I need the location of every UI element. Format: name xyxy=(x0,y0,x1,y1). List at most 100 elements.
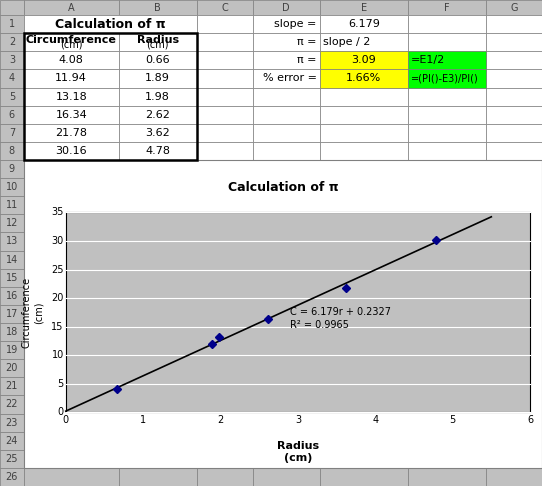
Bar xyxy=(320,287,408,305)
Bar xyxy=(119,414,197,432)
Text: 3: 3 xyxy=(9,55,15,66)
Bar xyxy=(253,105,320,124)
Bar xyxy=(253,232,320,251)
Bar xyxy=(253,305,320,323)
Bar xyxy=(320,52,408,69)
Text: 5: 5 xyxy=(449,416,456,425)
Bar xyxy=(408,214,486,232)
Bar xyxy=(320,142,408,160)
Text: π =: π = xyxy=(297,37,317,47)
Bar xyxy=(119,87,197,105)
Text: 16: 16 xyxy=(6,291,18,301)
Bar xyxy=(24,287,119,305)
Text: 13.18: 13.18 xyxy=(55,91,87,102)
Bar xyxy=(253,450,320,468)
Bar xyxy=(119,377,197,396)
Bar xyxy=(119,450,197,468)
Text: F: F xyxy=(444,2,450,13)
Bar xyxy=(408,87,486,105)
Bar xyxy=(197,196,253,214)
Bar xyxy=(24,52,119,69)
Bar xyxy=(408,105,486,124)
Bar xyxy=(24,341,119,359)
Bar xyxy=(486,287,542,305)
Text: 9: 9 xyxy=(9,164,15,174)
Bar xyxy=(486,214,542,232)
Bar xyxy=(0,377,24,396)
Bar xyxy=(24,142,119,160)
Bar xyxy=(24,160,119,178)
Text: 15: 15 xyxy=(51,322,64,331)
Bar xyxy=(320,414,408,432)
Bar xyxy=(320,468,408,486)
Bar xyxy=(486,160,542,178)
Bar xyxy=(0,33,24,52)
Bar xyxy=(320,432,408,450)
Text: 4: 4 xyxy=(9,73,15,84)
Text: 5: 5 xyxy=(9,91,15,102)
Bar xyxy=(24,160,542,468)
Bar xyxy=(408,251,486,269)
Bar xyxy=(197,432,253,450)
Bar xyxy=(24,359,119,377)
Bar xyxy=(197,341,253,359)
Bar xyxy=(408,323,486,341)
Bar xyxy=(486,396,542,414)
Bar xyxy=(119,287,197,305)
Bar xyxy=(320,160,408,178)
Text: 3.62: 3.62 xyxy=(145,128,170,138)
Text: 1.98: 1.98 xyxy=(145,91,170,102)
Text: 10: 10 xyxy=(51,350,64,360)
Bar xyxy=(320,0,408,15)
Bar xyxy=(24,87,119,105)
Text: R² = 0.9965: R² = 0.9965 xyxy=(290,320,349,330)
Text: 16.34: 16.34 xyxy=(55,110,87,120)
Bar xyxy=(253,323,320,341)
Bar xyxy=(0,341,24,359)
Text: 23: 23 xyxy=(5,417,18,428)
Bar xyxy=(486,15,542,33)
Bar xyxy=(24,214,119,232)
Text: 25: 25 xyxy=(5,454,18,464)
Bar xyxy=(486,87,542,105)
Bar xyxy=(197,0,253,15)
Text: 8: 8 xyxy=(9,146,15,156)
Bar xyxy=(408,287,486,305)
Text: (cm): (cm) xyxy=(60,39,82,49)
Bar xyxy=(320,15,408,33)
Bar xyxy=(408,269,486,287)
Bar xyxy=(408,142,486,160)
Bar xyxy=(0,251,24,269)
Bar xyxy=(320,33,408,52)
Bar xyxy=(253,160,320,178)
Bar xyxy=(197,359,253,377)
Text: 17: 17 xyxy=(5,309,18,319)
Bar xyxy=(486,414,542,432)
Bar xyxy=(320,269,408,287)
Bar xyxy=(253,33,320,52)
Bar xyxy=(197,414,253,432)
Bar xyxy=(0,305,24,323)
Bar xyxy=(253,0,320,15)
Bar xyxy=(119,232,197,251)
Bar xyxy=(253,269,320,287)
Bar xyxy=(253,396,320,414)
Bar xyxy=(320,377,408,396)
Bar xyxy=(0,160,24,178)
Text: 3: 3 xyxy=(295,416,301,425)
Bar xyxy=(197,52,253,69)
Bar xyxy=(0,287,24,305)
Bar xyxy=(486,52,542,69)
Bar xyxy=(253,124,320,142)
Bar xyxy=(119,33,197,52)
Text: 13: 13 xyxy=(6,237,18,246)
Text: 3.09: 3.09 xyxy=(351,55,376,66)
Bar xyxy=(24,33,197,160)
Bar xyxy=(119,124,197,142)
Bar xyxy=(0,432,24,450)
Bar xyxy=(0,105,24,124)
Bar xyxy=(0,87,24,105)
Bar xyxy=(24,15,119,33)
Bar xyxy=(486,69,542,87)
Bar xyxy=(197,69,253,87)
